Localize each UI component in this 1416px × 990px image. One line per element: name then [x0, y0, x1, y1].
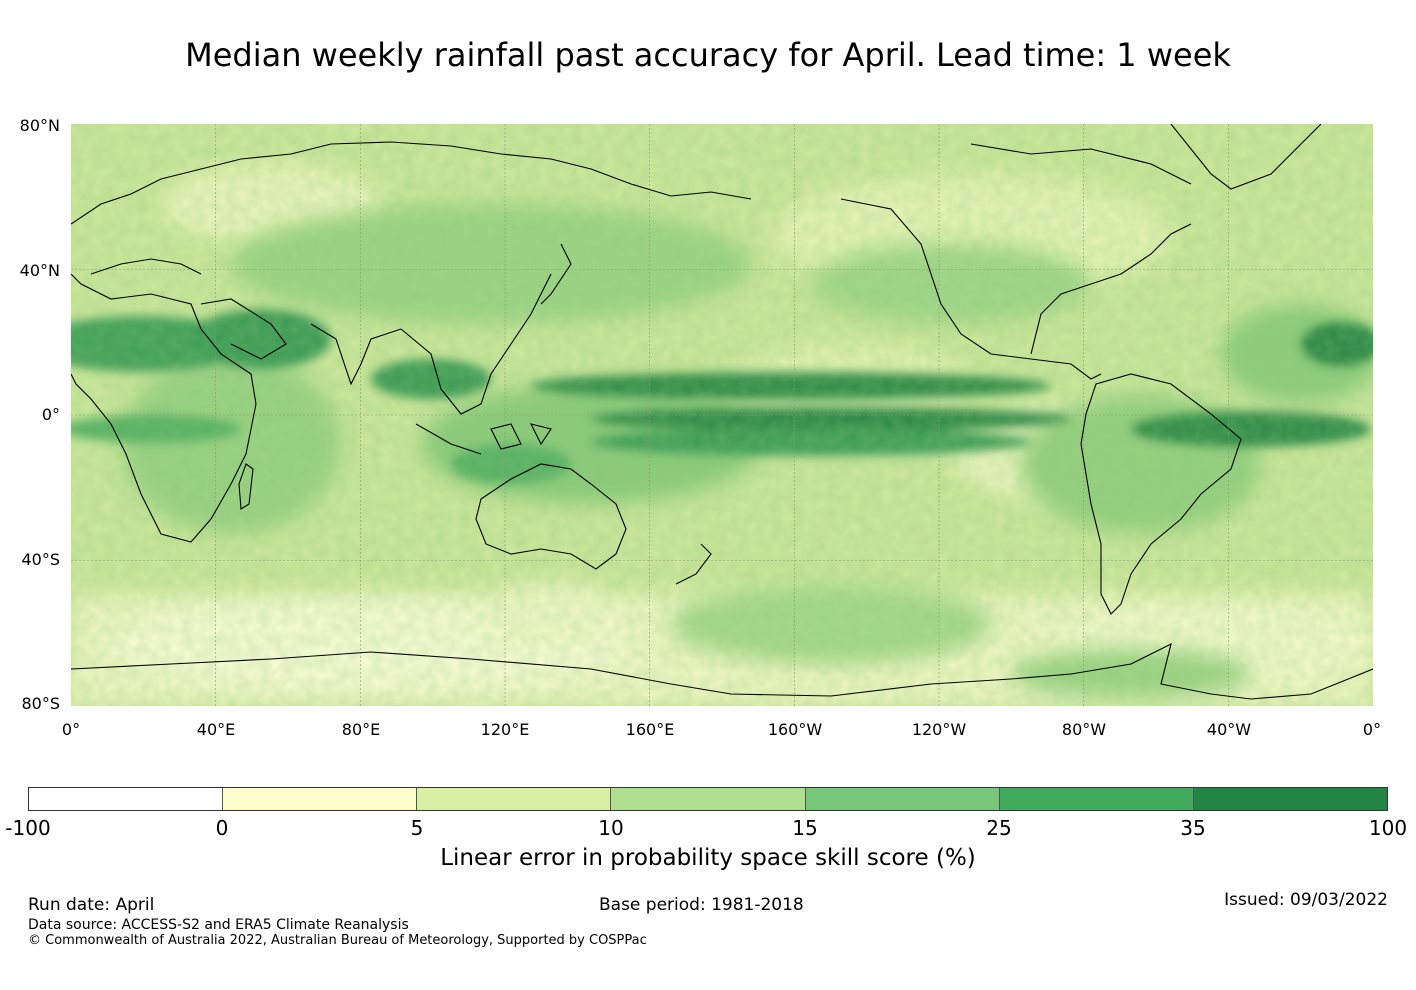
antarctica-coast [71, 642, 1373, 700]
new-zealand-coast [675, 543, 712, 585]
colorbar-tick: 25 [986, 816, 1012, 840]
colorbar-segment [611, 788, 806, 810]
lon-label-80e: 80°E [341, 720, 381, 739]
map-canvas [71, 124, 1373, 706]
africa-coast [71, 273, 257, 543]
data-source: Data source: ACCESS-S2 and ERA5 Climate … [28, 917, 409, 933]
lon-label-120e: 120°E [480, 720, 530, 739]
graticule [71, 124, 1373, 706]
lat-label-40n: 40°N [19, 261, 60, 280]
run-date: Run date: April [28, 895, 155, 915]
colorbar-tick: 15 [792, 816, 818, 840]
southeast-asia-coast [400, 273, 552, 415]
colorbar-segment [999, 788, 1194, 810]
lon-label-160w: 160°W [767, 720, 823, 739]
figure-title: Median weekly rainfall past accuracy for… [185, 36, 1231, 74]
lon-label-0: 0° [61, 720, 81, 739]
north-america-west-coast [840, 198, 1102, 380]
colorbar-segment [223, 788, 418, 810]
eurasia-north-coast [71, 141, 752, 225]
colorbar-label: Linear error in probability space skill … [440, 845, 976, 871]
madagascar-coast [238, 463, 254, 510]
colorbar-segment [805, 788, 1000, 810]
lat-label-80s: 80°S [21, 694, 60, 713]
australia-coast [475, 463, 627, 570]
colorbar-tick: 100 [1368, 816, 1408, 840]
lat-label-80n: 80°N [19, 116, 60, 135]
japan-coast [540, 243, 572, 305]
issued-date: Issued: 09/03/2022 [1224, 890, 1388, 910]
lat-label-40s: 40°S [21, 550, 60, 569]
north-america-east-coast [1030, 223, 1192, 355]
coastlines [71, 124, 1373, 700]
lon-label-0-end: 0° [1362, 720, 1382, 739]
colorbar-tick: 35 [1180, 816, 1206, 840]
indonesia-coast [415, 423, 482, 455]
skill-score-map [71, 124, 1373, 706]
arctic-canada-coast [970, 143, 1192, 185]
base-period: Base period: 1981-2018 [599, 895, 804, 915]
greenland-coast [1170, 124, 1322, 190]
india-coast [310, 323, 402, 386]
colorbar-tick: 10 [598, 816, 624, 840]
lon-label-40w: 40°W [1206, 720, 1252, 739]
lon-label-80w: 80°W [1061, 720, 1107, 739]
lon-label-120w: 120°W [911, 720, 967, 739]
colorbar-tick: -100 [5, 816, 51, 840]
colorbar-segment [1193, 788, 1387, 810]
lon-label-160e: 160°E [625, 720, 675, 739]
colorbar-segment [29, 788, 224, 810]
arabia-coast [200, 298, 287, 360]
copyright: © Commonwealth of Australia 2022, Austra… [28, 933, 647, 948]
south-america-coast [1080, 373, 1242, 615]
colorbar-tick: 5 [410, 816, 424, 840]
lat-label-equator: 0° [41, 405, 60, 424]
colorbar [28, 787, 1388, 811]
lon-label-40e: 40°E [196, 720, 236, 739]
mediterranean-coast [90, 258, 202, 275]
colorbar-tick: 0 [215, 816, 229, 840]
colorbar-segment [417, 788, 612, 810]
